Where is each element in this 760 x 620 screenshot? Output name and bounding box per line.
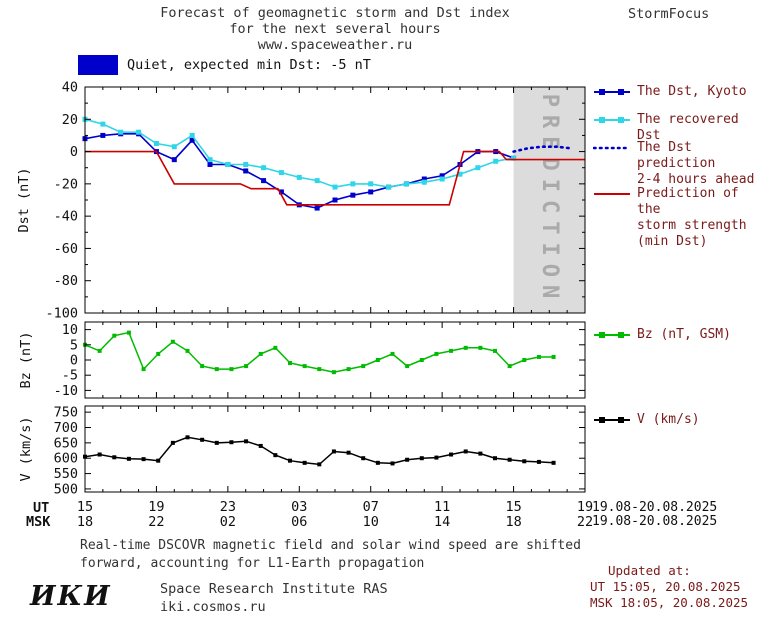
status-row: Quiet, expected min Dst: -5 nT xyxy=(78,55,371,75)
page-title: Forecast of geomagnetic storm and Dst in… xyxy=(85,5,585,53)
v-swatch-icon xyxy=(594,417,630,423)
svg-text:750: 750 xyxy=(54,405,78,421)
svg-text:-60: -60 xyxy=(54,241,78,257)
dst-kyoto-swatch-icon xyxy=(594,89,630,95)
svg-text:700: 700 xyxy=(54,420,78,436)
ut-row-label: UT xyxy=(33,500,50,516)
svg-text:600: 600 xyxy=(54,451,78,467)
svg-text:-10: -10 xyxy=(54,383,78,399)
svg-text:22: 22 xyxy=(148,514,164,530)
svg-text:20: 20 xyxy=(62,112,78,128)
institute-block: Space Research Institute RAS iki.cosmos.… xyxy=(160,580,388,616)
status-label: Quiet, expected min Dst: -5 nT xyxy=(127,57,371,73)
legend-label-recovered-dst: The recovered Dst xyxy=(637,112,739,143)
svg-text:40: 40 xyxy=(62,80,78,96)
svg-text:-20: -20 xyxy=(54,176,78,192)
legend-label-storm-prediction: Prediction of the storm strength (min Ds… xyxy=(637,186,760,250)
iki-logo: ИКИ xyxy=(30,581,112,612)
svg-text:-5: -5 xyxy=(62,368,78,384)
svg-text:22: 22 xyxy=(577,514,593,530)
legend-item-v: V (km/s) xyxy=(593,412,700,428)
svg-text:5: 5 xyxy=(70,337,78,353)
legend-label-dst-prediction: The Dst prediction 2-4 hours ahead xyxy=(637,140,760,188)
legend-item-dst-kyoto: The Dst, Kyoto xyxy=(593,84,747,100)
svg-text:06: 06 xyxy=(291,514,307,530)
svg-text:23: 23 xyxy=(220,499,236,515)
storm-level-color-box xyxy=(78,55,118,75)
brand-stormfocus: StormFocus xyxy=(628,6,710,22)
ut-date-range: 19.08-20.08.2025 xyxy=(592,500,718,515)
institute-site: iki.cosmos.ru xyxy=(160,599,266,615)
svg-text:Bz (nT): Bz (nT) xyxy=(18,332,34,389)
legend-item-dst-prediction: The Dst prediction 2-4 hours ahead xyxy=(593,140,760,188)
svg-text:10: 10 xyxy=(62,322,78,338)
svg-text:11: 11 xyxy=(434,499,450,515)
svg-text:07: 07 xyxy=(363,499,379,515)
updated-block: Updated at: UT 15:05, 20.08.2025 MSK 18:… xyxy=(590,563,748,611)
legend-item-recovered-dst: The recovered Dst xyxy=(593,112,760,144)
svg-text:550: 550 xyxy=(54,466,78,482)
title-line-1: Forecast of geomagnetic storm and Dst in… xyxy=(160,5,510,21)
dst-prediction-swatch-icon xyxy=(593,146,631,150)
legend-label-dst-prediction-line1: The Dst prediction xyxy=(637,140,716,171)
svg-text:Dst (nT): Dst (nT) xyxy=(16,167,32,232)
updated-ut: UT 15:05, 20.08.2025 xyxy=(590,579,741,594)
legend-label-dst-kyoto: The Dst, Kyoto xyxy=(637,84,747,99)
svg-text:19: 19 xyxy=(577,499,593,515)
svg-text:650: 650 xyxy=(54,435,78,451)
propagation-note: Real-time DSCOVR magnetic field and sola… xyxy=(80,537,581,573)
title-line-2: for the next several hours xyxy=(229,21,441,37)
svg-text:14: 14 xyxy=(434,514,450,530)
svg-text:18: 18 xyxy=(505,514,521,530)
updated-label: Updated at: xyxy=(608,563,691,578)
title-line-3: www.spaceweather.ru xyxy=(257,37,413,53)
svg-text:15: 15 xyxy=(505,499,521,515)
recovered-dst-swatch-icon xyxy=(594,117,630,123)
legend-item-bz: Bz (nT, GSM) xyxy=(593,327,731,343)
updated-msk: MSK 18:05, 20.08.2025 xyxy=(590,595,749,610)
svg-text:500: 500 xyxy=(54,481,78,497)
legend-item-storm-prediction: Prediction of the storm strength (min Ds… xyxy=(593,186,760,250)
svg-text:15: 15 xyxy=(77,499,93,515)
legend-label-dst-prediction-line2: 2-4 hours ahead xyxy=(637,172,755,187)
msk-date-range: 19.08-20.08.2025 xyxy=(592,514,718,529)
svg-text:10: 10 xyxy=(363,514,379,530)
legend-label-bz: Bz (nT, GSM) xyxy=(637,327,731,342)
svg-text:-80: -80 xyxy=(54,273,78,289)
propagation-note-line2: forward, accounting for L1-Earth propaga… xyxy=(80,556,425,571)
svg-text:03: 03 xyxy=(291,499,307,515)
legend-label-storm-prediction-line2: storm strength xyxy=(637,218,747,233)
msk-row-label: MSK xyxy=(26,514,51,530)
svg-text:19: 19 xyxy=(148,499,164,515)
bz-swatch-icon xyxy=(594,332,630,338)
legend-label-storm-prediction-line1: Prediction of the xyxy=(637,186,739,217)
svg-text:-40: -40 xyxy=(54,209,78,225)
svg-text:02: 02 xyxy=(220,514,236,530)
propagation-note-line1: Real-time DSCOVR magnetic field and sola… xyxy=(80,538,581,553)
institute-name: Space Research Institute RAS xyxy=(160,581,388,597)
svg-text:-100: -100 xyxy=(45,306,78,322)
svg-text:0: 0 xyxy=(70,144,78,160)
svg-text:PREDICTION: PREDICTION xyxy=(537,94,562,306)
legend-label-storm-prediction-line3: (min Dst) xyxy=(637,234,708,249)
legend-label-v: V (km/s) xyxy=(637,412,700,427)
svg-text:0: 0 xyxy=(70,353,78,369)
storm-prediction-swatch-icon xyxy=(594,193,630,195)
svg-text:V (km/s): V (km/s) xyxy=(18,416,34,481)
svg-text:18: 18 xyxy=(77,514,93,530)
